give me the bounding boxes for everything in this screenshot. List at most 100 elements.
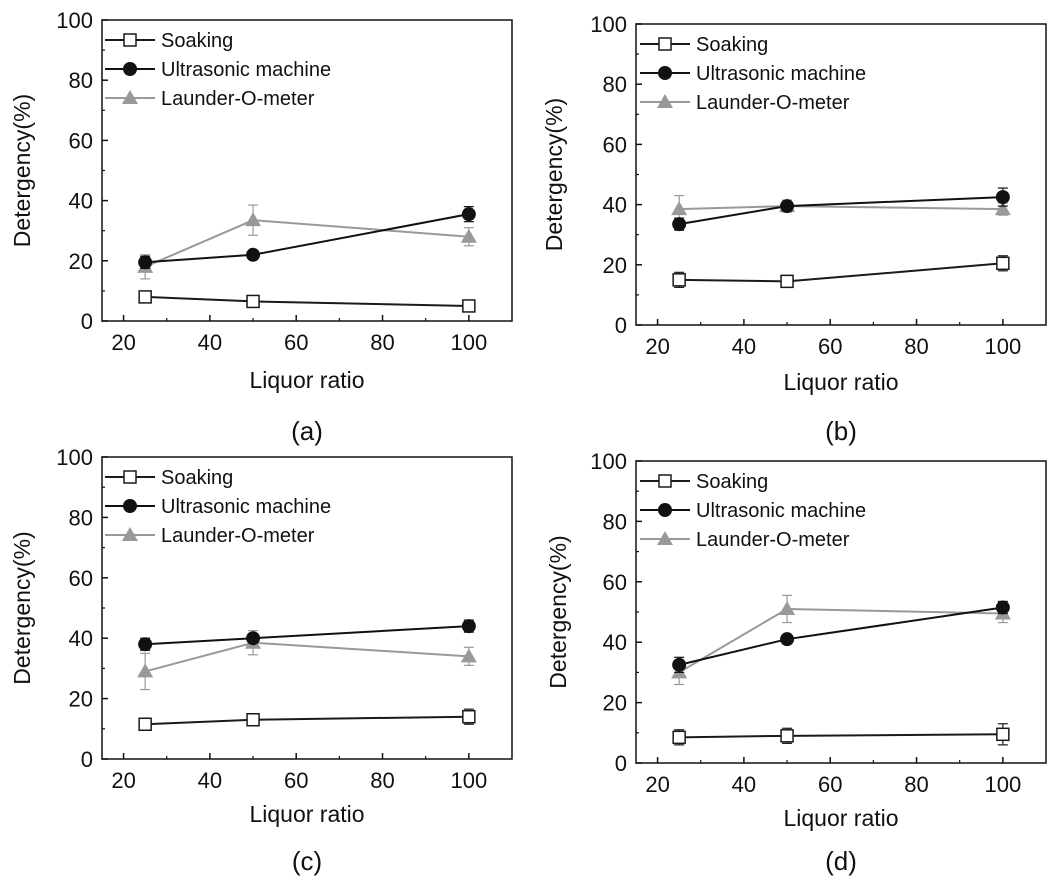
legend-marker [123, 62, 137, 76]
data-point [461, 207, 476, 222]
data-point [246, 294, 260, 309]
legend: Soaking Ultrasonic machine Launder-O-meter [640, 34, 866, 114]
series-line [145, 295, 469, 307]
legend-label: Ultrasonic machine [696, 63, 866, 85]
legend-item-soaking: Soaking [640, 34, 768, 56]
series-soaking [672, 723, 1010, 746]
data-point [996, 727, 1010, 742]
series-line [145, 213, 470, 264]
y-axis-title: Detergency(%) [9, 94, 35, 247]
data-point [672, 657, 687, 672]
legend: Soaking Ultrasonic machine Launder-O-meter [105, 30, 331, 110]
legend-label: Ultrasonic machine [161, 496, 331, 518]
series-ultrasonic-machine [138, 206, 476, 270]
legend-label: Launder-O-meter [161, 88, 315, 110]
data-point [138, 255, 153, 270]
x-axis-title: Liquor ratio [249, 801, 364, 827]
x-tick-label: 100 [984, 772, 1021, 797]
legend-marker [657, 94, 673, 108]
series-line [678, 196, 1003, 226]
x-tick-label: 40 [198, 768, 222, 793]
legend-marker [122, 527, 138, 541]
data-point [245, 212, 262, 227]
legend-item-launder-o-meter: Launder-O-meter [105, 525, 315, 547]
legend-marker [658, 37, 672, 51]
panel-label: (b) [825, 416, 857, 446]
y-tick-label: 80 [69, 68, 93, 93]
x-tick-label: 20 [645, 334, 669, 359]
series-ultrasonic-machine [672, 187, 1010, 232]
chart-panel-1: 20 40 60 80 100 0 20 40 60 80 100 Liquor ratio Deter… [9, 8, 513, 446]
data-point [995, 190, 1010, 205]
series-line [679, 262, 1003, 283]
legend-label: Launder-O-meter [696, 529, 850, 551]
y-tick-label: 0 [615, 313, 627, 338]
x-tick-label: 60 [284, 330, 308, 355]
x-tick-label: 80 [370, 330, 394, 355]
x-axis-title: Liquor ratio [783, 805, 898, 831]
x-axis-title: Liquor ratio [783, 369, 898, 395]
legend-label: Soaking [161, 467, 233, 489]
y-tick-label: 60 [69, 128, 93, 153]
legend-item-ultrasonic-machine: Ultrasonic machine [640, 63, 866, 85]
data-point [671, 201, 688, 216]
legend: Soaking Ultrasonic machine Launder-O-meter [640, 471, 866, 551]
series-line [144, 641, 469, 673]
y-tick-label: 60 [603, 570, 627, 595]
legend-marker [123, 499, 137, 513]
legend-marker [122, 90, 138, 104]
x-tick-label: 40 [732, 772, 756, 797]
y-tick-label: 0 [81, 747, 93, 772]
y-tick-label: 20 [69, 249, 93, 274]
y-axis-title: Detergency(%) [545, 535, 571, 688]
y-tick-label: 20 [603, 691, 627, 716]
series-line [145, 715, 469, 726]
x-tick-label: 100 [450, 330, 487, 355]
series-soaking [138, 290, 476, 313]
data-point [246, 631, 261, 646]
data-point [246, 712, 260, 727]
legend-item-ultrasonic-machine: Ultrasonic machine [105, 59, 331, 81]
legend-label: Launder-O-meter [161, 525, 315, 547]
series-line [678, 607, 1003, 674]
y-tick-label: 40 [69, 189, 93, 214]
y-axis-title: Detergency(%) [541, 98, 567, 251]
data-point [780, 274, 794, 289]
x-tick-label: 80 [370, 768, 394, 793]
data-point [461, 619, 476, 634]
x-tick-label: 80 [904, 772, 928, 797]
legend-marker [658, 503, 672, 517]
data-point [996, 256, 1010, 271]
legend-item-launder-o-meter: Launder-O-meter [640, 92, 850, 114]
series-soaking [672, 255, 1010, 289]
series-launder-o-meter [671, 594, 1011, 686]
y-tick-label: 0 [81, 309, 93, 334]
series-launder-o-meter [137, 204, 477, 280]
legend-item-soaking: Soaking [640, 471, 768, 493]
data-point [137, 663, 154, 678]
x-tick-label: 100 [984, 334, 1021, 359]
panel-label: (a) [291, 416, 323, 446]
legend: Soaking Ultrasonic machine Launder-O-meter [105, 467, 331, 547]
series-ultrasonic-machine [138, 619, 476, 652]
y-tick-label: 40 [603, 193, 627, 218]
data-point [138, 290, 152, 304]
y-tick-label: 60 [69, 566, 93, 591]
legend-label: Ultrasonic machine [696, 500, 866, 522]
data-point [779, 600, 796, 615]
y-tick-label: 80 [603, 72, 627, 97]
series-launder-o-meter [137, 630, 477, 691]
data-point [138, 717, 152, 732]
data-point [672, 273, 686, 287]
legend-label: Ultrasonic machine [161, 59, 331, 81]
data-point [460, 648, 477, 663]
chart-panel-3: 20 40 60 80 100 0 20 40 60 80 100 Liquor ratio Deter… [9, 445, 513, 876]
chart-panel-2: 20 40 60 80 100 0 20 40 60 80 100 Liquor ratio Deter… [541, 12, 1047, 446]
data-point [460, 228, 477, 243]
legend-label: Soaking [161, 30, 233, 52]
x-tick-label: 80 [904, 334, 928, 359]
data-point [780, 729, 794, 743]
y-tick-label: 60 [603, 132, 627, 157]
legend-item-soaking: Soaking [105, 30, 233, 52]
